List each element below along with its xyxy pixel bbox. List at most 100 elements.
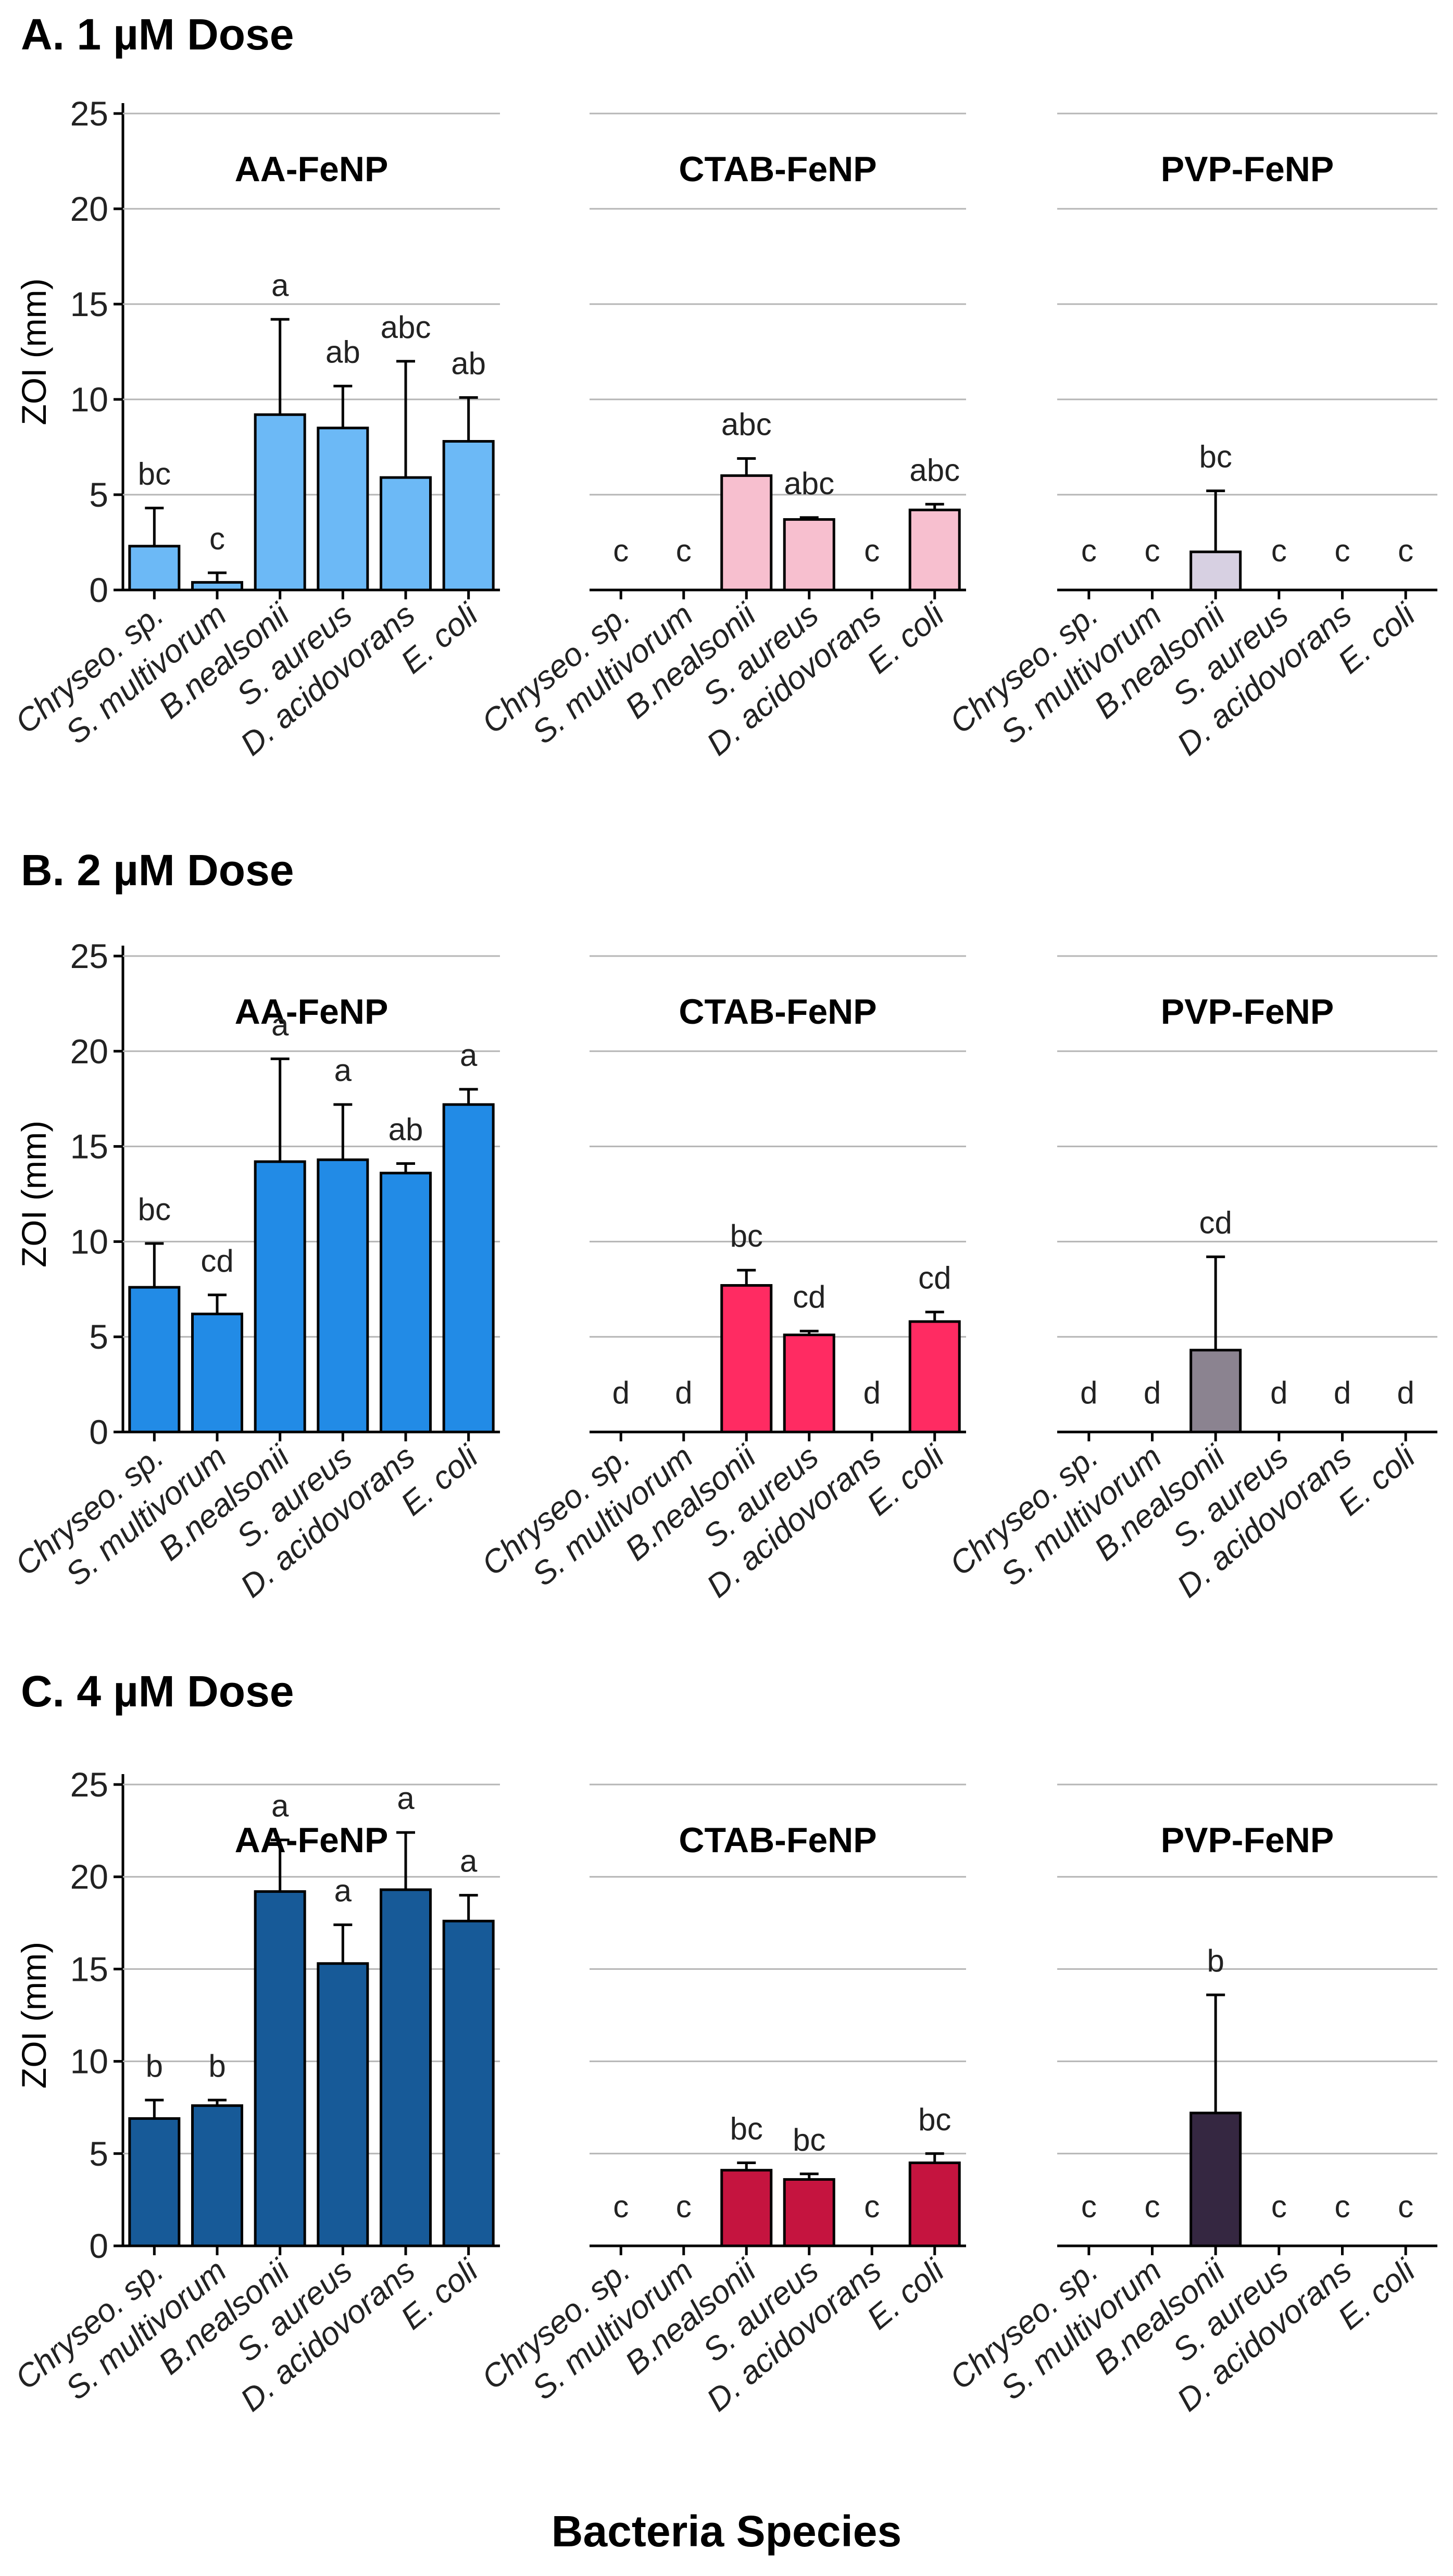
- dose-row-2: B. 2 µM Dose 0 5 10 15 20 25 ZOI (mm) AA-FeNP bc C…: [8, 846, 1437, 1605]
- panel-title: CTAB-FeNP: [679, 1820, 876, 1860]
- bar: [783, 1334, 835, 1434]
- significance-letter: cd: [918, 1261, 951, 1296]
- bar: [254, 1160, 306, 1434]
- significance-letter: b: [208, 2049, 226, 2083]
- panel-title: AA-FeNP: [235, 992, 389, 1032]
- significance-letter: a: [334, 1053, 352, 1088]
- significance-letter: c: [613, 2189, 629, 2224]
- significance-letter: a: [271, 1788, 289, 1823]
- bar: [128, 2117, 181, 2247]
- y-tick-label: 25: [70, 1765, 108, 1804]
- significance-letter: c: [1081, 2189, 1097, 2224]
- significance-letter: a: [334, 1873, 352, 1908]
- y-tick-label: 15: [70, 1127, 108, 1166]
- significance-letter: c: [1271, 533, 1287, 568]
- significance-letter: d: [1270, 1375, 1287, 1410]
- y-tick-label: 5: [89, 475, 108, 514]
- bar: [317, 1158, 369, 1434]
- significance-letter: c: [676, 533, 692, 568]
- y-tick-label: 25: [70, 94, 108, 133]
- significance-letter: d: [1080, 1375, 1097, 1410]
- bar: [783, 518, 835, 592]
- bar: [720, 474, 773, 592]
- y-tick-label: 15: [70, 285, 108, 323]
- bar: [380, 1888, 432, 2247]
- significance-letter: c: [1145, 533, 1160, 568]
- significance-letter: d: [675, 1375, 692, 1410]
- dose-title: C. 4 µM Dose: [21, 1667, 294, 1716]
- significance-letter: abc: [381, 310, 431, 345]
- significance-letter: d: [1144, 1375, 1161, 1410]
- y-tick-label: 15: [70, 1950, 108, 1988]
- significance-letter: bc: [138, 457, 171, 492]
- panel-title: PVP-FeNP: [1161, 992, 1334, 1032]
- bar: [442, 440, 495, 592]
- bar: [908, 2162, 961, 2247]
- significance-letter: bc: [138, 1192, 171, 1227]
- significance-letter: bc: [1199, 439, 1232, 474]
- y-tick-label: 10: [70, 1222, 108, 1261]
- y-tick-label: 0: [89, 571, 108, 609]
- bar: [191, 2104, 243, 2247]
- panel-title: PVP-FeNP: [1161, 149, 1334, 189]
- significance-letter: b: [1207, 1943, 1224, 1978]
- y-tick-label: 20: [70, 190, 108, 228]
- significance-letter: d: [612, 1375, 630, 1410]
- significance-letter: a: [460, 1844, 478, 1879]
- significance-letter: a: [397, 1781, 415, 1816]
- significance-letter: ab: [451, 346, 486, 381]
- y-tick-label: 0: [89, 2227, 108, 2265]
- panel-title: AA-FeNP: [235, 149, 389, 189]
- significance-letter: c: [613, 533, 629, 568]
- bar: [317, 426, 369, 592]
- y-tick-label: 25: [70, 937, 108, 975]
- significance-letter: a: [460, 1038, 478, 1073]
- significance-letter: abc: [721, 407, 772, 442]
- significance-letter: c: [1398, 533, 1413, 568]
- significance-letter: bc: [730, 1218, 763, 1253]
- dose-row-1: A. 1 µM Dose 0 5 10 15 20 25 ZOI (mm) AA-FeNP bc C…: [8, 10, 1437, 763]
- significance-letter: bc: [793, 2122, 825, 2157]
- significance-letter: c: [1081, 533, 1097, 568]
- panel-title: CTAB-FeNP: [679, 992, 876, 1032]
- significance-letter: c: [864, 533, 880, 568]
- y-axis-title: ZOI (mm): [15, 278, 53, 425]
- bar: [1189, 1349, 1242, 1434]
- significance-letter: ab: [389, 1112, 423, 1147]
- significance-letter: c: [1271, 2189, 1287, 2224]
- bar: [442, 1103, 495, 1434]
- y-axis-title: ZOI (mm): [15, 1121, 53, 1267]
- bar: [191, 581, 243, 592]
- bar: [908, 1320, 961, 1434]
- bar: [380, 1172, 432, 1434]
- bar: [128, 545, 181, 592]
- significance-letter: c: [1335, 533, 1350, 568]
- x-axis-title: Bacteria Species: [552, 2507, 901, 2556]
- significance-letter: c: [209, 521, 225, 556]
- y-tick-label: 0: [89, 1413, 108, 1451]
- bar: [317, 1962, 369, 2247]
- significance-letter: abc: [784, 466, 834, 501]
- bar: [128, 1286, 181, 1434]
- significance-letter: abc: [909, 453, 960, 487]
- significance-letter: ab: [325, 334, 360, 369]
- bar: [1189, 550, 1242, 592]
- significance-letter: c: [1145, 2189, 1160, 2224]
- significance-letter: bc: [918, 2102, 951, 2137]
- bar: [380, 476, 432, 592]
- significance-letter: cd: [793, 1279, 825, 1314]
- significance-letter: d: [863, 1375, 881, 1410]
- bar: [720, 1284, 773, 1434]
- y-tick-label: 20: [70, 1857, 108, 1896]
- dose-title: A. 1 µM Dose: [21, 10, 294, 59]
- significance-letter: c: [676, 2189, 692, 2224]
